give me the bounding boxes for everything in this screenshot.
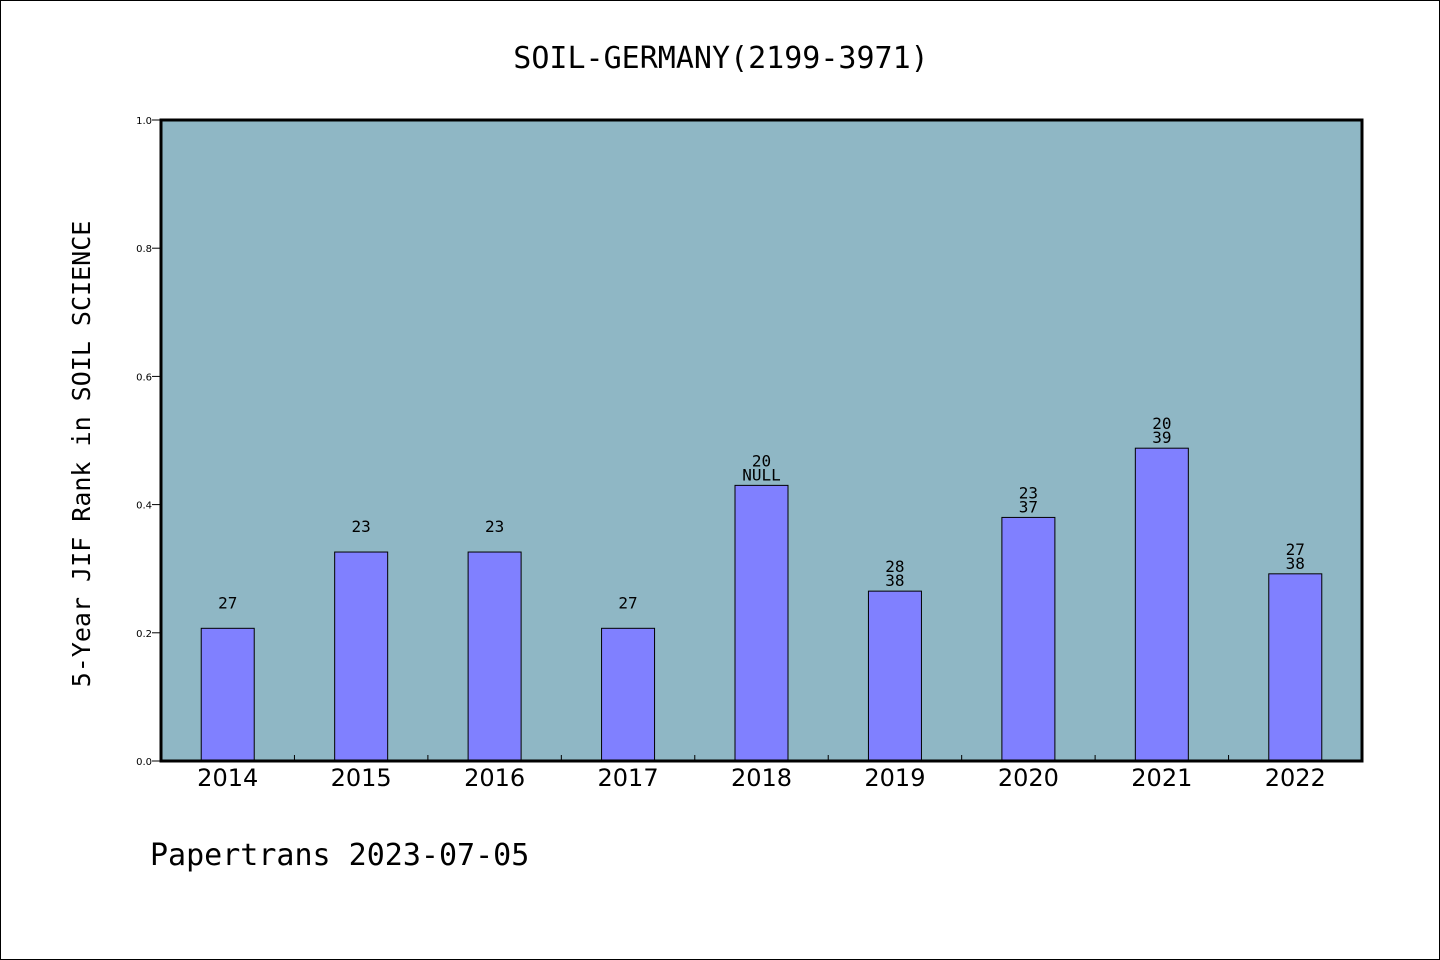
x-tick-label: 2019	[864, 764, 925, 792]
bar-2019	[867, 590, 922, 762]
bar-label-upper: 27	[1286, 540, 1305, 559]
bar-label-lower: 37	[1019, 497, 1038, 516]
bar-2018	[734, 484, 789, 762]
x-tick-label: 2015	[331, 764, 392, 792]
y-tick-label: 0.6	[136, 372, 152, 383]
bar-label-lower: 38	[885, 571, 904, 590]
bar-label-lower: 39	[1152, 428, 1171, 447]
plot-border	[159, 118, 1364, 763]
bar-label: 23	[352, 517, 371, 536]
bar-2014	[200, 627, 255, 762]
x-axis: 2014 2015 2016 2017 2018 2019 2020 2021 2022	[197, 755, 1326, 792]
y-axis: 0.0 0.2 0.4 0.6 0.8 1.0	[136, 116, 161, 768]
bar-label-upper: 23	[1019, 483, 1038, 502]
x-tick-label: 2020	[998, 764, 1059, 792]
bar-label-upper: 28	[885, 557, 904, 576]
y-axis-label: 5-Year JIF Rank in SOIL SCIENCE	[67, 221, 96, 688]
bar-2022	[1268, 573, 1323, 762]
bar-label-lower: NULL	[742, 465, 781, 484]
x-tick-label: 2017	[598, 764, 659, 792]
bar-label-lower: 38	[1286, 554, 1305, 573]
bar-2016	[467, 551, 522, 762]
x-tick-label: 2016	[464, 764, 525, 792]
bar-2020	[1001, 516, 1056, 762]
footer-text: Papertrans 2023-07-05	[150, 838, 529, 873]
bar-label-upper: 20	[1152, 414, 1171, 433]
x-tick-label: 2018	[731, 764, 792, 792]
bar-2017	[601, 627, 656, 762]
y-tick-label: 0.2	[136, 629, 152, 640]
y-tick-label: 0.8	[136, 244, 152, 255]
y-tick-label: 1.0	[136, 116, 152, 127]
x-tick-label: 2021	[1131, 764, 1192, 792]
bar-2021	[1134, 447, 1189, 762]
x-tick-label: 2022	[1265, 764, 1326, 792]
y-tick-label: 0.0	[136, 757, 152, 768]
y-tick-label: 0.4	[136, 501, 152, 512]
chart-title: SOIL-GERMANY(2199-3971)	[513, 41, 928, 76]
bar-2015	[334, 551, 389, 762]
bar-label: 27	[618, 593, 637, 612]
bar-label: 23	[485, 517, 504, 536]
x-tick-label: 2014	[197, 764, 258, 792]
bar-label-upper: 20	[752, 451, 771, 470]
bar-label: 27	[218, 593, 237, 612]
